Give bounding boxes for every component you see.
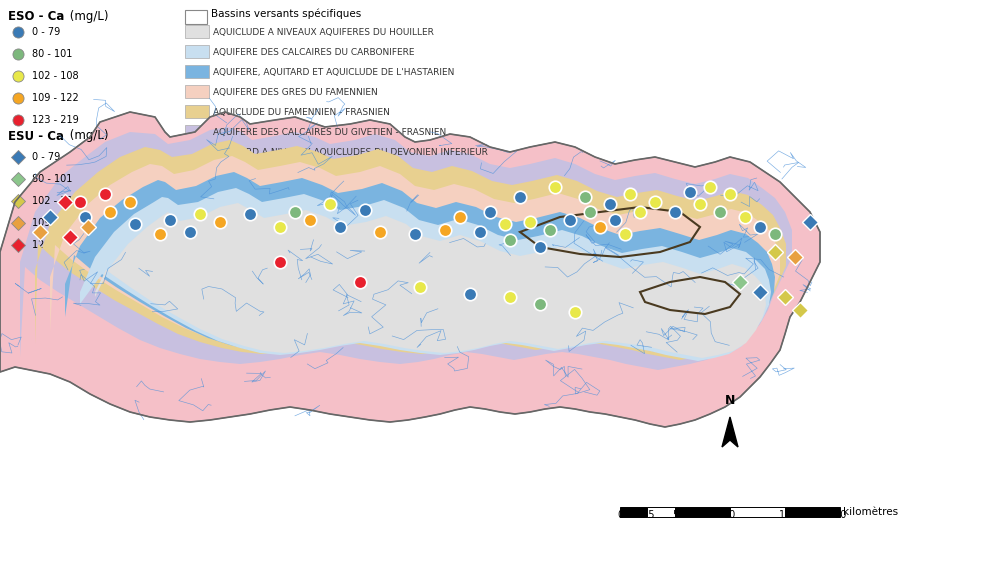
Text: 109 - 122: 109 - 122 (32, 219, 78, 228)
Text: 109 - 122: 109 - 122 (32, 93, 78, 103)
Polygon shape (721, 417, 737, 447)
Bar (674, 507, 729, 517)
Bar (647, 507, 674, 517)
Text: N: N (724, 394, 734, 407)
Text: 80 - 101: 80 - 101 (32, 49, 72, 59)
Text: AQUICLUDE A NIVEAUX AQUIFERES DU HOUILLER: AQUICLUDE A NIVEAUX AQUIFERES DU HOUILLE… (213, 27, 433, 37)
Text: 102 - 108: 102 - 108 (32, 196, 78, 206)
Text: AQUIFERE DES CALCAIRES DU CARBONIFERE: AQUIFERE DES CALCAIRES DU CARBONIFERE (213, 47, 414, 57)
Text: 80 - 101: 80 - 101 (32, 174, 72, 184)
Text: ESU - Ca: ESU - Ca (8, 129, 64, 142)
Text: 10: 10 (723, 510, 735, 520)
Text: 5: 5 (671, 510, 677, 520)
Bar (185, 125, 209, 138)
Bar (185, 105, 209, 118)
Text: (mg/L): (mg/L) (66, 129, 108, 142)
Text: ESO - Ca: ESO - Ca (8, 10, 64, 23)
Bar (729, 507, 784, 517)
Polygon shape (80, 188, 770, 361)
Polygon shape (20, 127, 791, 370)
Text: 102 - 108: 102 - 108 (32, 71, 78, 81)
Bar (185, 65, 209, 78)
Text: 0: 0 (616, 510, 623, 520)
Text: Bassins versants spécifiques: Bassins versants spécifiques (211, 9, 361, 19)
Text: kilomètres: kilomètres (843, 507, 898, 517)
Polygon shape (50, 156, 779, 357)
Text: AQUIFERE DES GRES DU FAMENNIEN: AQUIFERE DES GRES DU FAMENNIEN (213, 88, 377, 97)
Bar (185, 25, 209, 38)
Text: AQUICLUDE DU FAMENNIEN - FRASNIEN: AQUICLUDE DU FAMENNIEN - FRASNIEN (213, 108, 389, 117)
Text: 123 - 219: 123 - 219 (32, 240, 78, 251)
Text: 2.5: 2.5 (639, 510, 655, 520)
Bar (185, 45, 209, 58)
Polygon shape (65, 172, 774, 358)
Text: AQUITARD A NIVEAUX AQUICLUDES DU DEVONIEN INFERIEUR: AQUITARD A NIVEAUX AQUICLUDES DU DEVONIE… (213, 148, 487, 157)
Text: 0 - 79: 0 - 79 (32, 27, 60, 37)
Bar (784, 507, 840, 517)
Polygon shape (35, 140, 785, 360)
Text: 123 - 219: 123 - 219 (32, 115, 78, 125)
Text: 20: 20 (832, 510, 846, 520)
Text: AQUIFERE DES CALCAIRES DU GIVETIEN - FRASNIEN: AQUIFERE DES CALCAIRES DU GIVETIEN - FRA… (213, 128, 445, 137)
Text: 0 - 79: 0 - 79 (32, 152, 60, 162)
Bar (185, 145, 209, 158)
Polygon shape (95, 203, 765, 358)
Text: AQUIFERE, AQUITARD ET AQUICLUDE DE L'HASTARIEN: AQUIFERE, AQUITARD ET AQUICLUDE DE L'HAS… (213, 67, 454, 77)
Polygon shape (0, 112, 819, 427)
Text: 15: 15 (778, 510, 790, 520)
Bar (620, 507, 647, 517)
Text: (mg/L): (mg/L) (66, 10, 108, 23)
Bar (185, 10, 207, 24)
Bar (185, 85, 209, 98)
